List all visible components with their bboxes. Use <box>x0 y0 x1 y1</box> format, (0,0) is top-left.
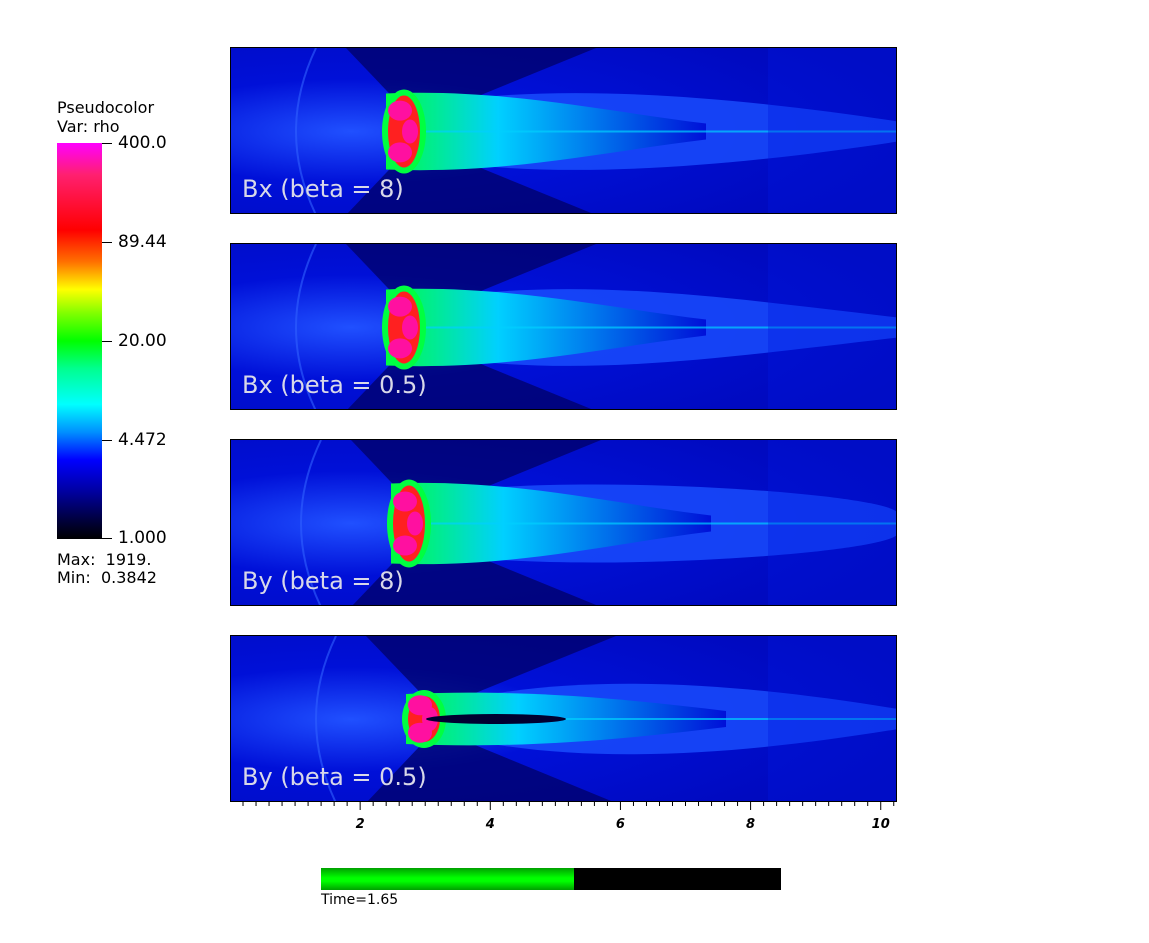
time-progress-fill <box>321 868 574 890</box>
boundary-region <box>768 636 896 801</box>
jet-head-core <box>407 511 423 536</box>
time-label: Time=1.65 <box>321 892 399 908</box>
colorbar-tick-label: 400.0 <box>118 133 167 153</box>
x-axis-tick-label: 6 <box>616 817 625 832</box>
legend-plot-type: Pseudocolor <box>57 98 155 117</box>
colorbar-tick-label: 4.472 <box>118 430 167 450</box>
jet-head-core <box>388 338 412 359</box>
colorbar-tick <box>102 341 112 342</box>
colorbar-tick-label: 1.000 <box>118 528 167 548</box>
jet-head-core <box>402 315 418 340</box>
jet-head-core <box>393 491 417 512</box>
jet-head-core <box>388 100 412 121</box>
x-axis-tick-label: 4 <box>485 817 495 832</box>
legend-min: Min: 0.3842 <box>57 568 157 587</box>
legend-variable: Var: rho <box>57 117 120 136</box>
colorbar-tick-label: 20.00 <box>118 331 167 351</box>
colorbar-tick-label: 89.44 <box>118 232 167 252</box>
colorbar-tick <box>102 143 112 144</box>
jet-head-core <box>393 535 417 556</box>
colorbar-tick <box>102 440 112 441</box>
panel-label: Bx (beta = 0.5) <box>242 371 427 399</box>
density-field <box>231 636 896 801</box>
legend-max: Max: 1919. <box>57 550 152 569</box>
legend-title: Pseudocolor Var: rho <box>57 98 154 136</box>
boundary-region <box>768 244 896 409</box>
bow-shock <box>295 244 317 409</box>
x-axis-tick-label: 10 <box>872 817 890 832</box>
x-axis-tick-label: 2 <box>356 817 365 832</box>
inner-channel <box>426 714 566 724</box>
x-axis: 2 4 6 8 10 <box>230 801 897 832</box>
boundary-region <box>768 48 896 213</box>
panel-label: Bx (beta = 8) <box>242 175 404 203</box>
jet-head-core <box>388 142 412 163</box>
panel-label: By (beta = 0.5) <box>242 763 427 791</box>
density-field <box>231 244 896 409</box>
colorbar-tick <box>102 242 112 243</box>
plot-panel-1: Bx (beta = 8) <box>230 47 897 214</box>
density-field <box>231 48 896 213</box>
time-progress-bar <box>321 868 781 890</box>
jet-head-core <box>402 119 418 144</box>
bow-shock <box>295 48 317 213</box>
jet-head-core <box>388 296 412 317</box>
plot-panel-3: By (beta = 8) <box>230 439 897 606</box>
bow-shock <box>300 440 322 605</box>
x-axis-tick-label: 8 <box>746 817 755 832</box>
plot-panel-4: By (beta = 0.5) <box>230 635 897 802</box>
plot-panel-2: Bx (beta = 0.5) <box>230 243 897 410</box>
density-field <box>231 440 896 605</box>
panel-label: By (beta = 8) <box>242 567 404 595</box>
colorbar-tick <box>102 538 112 539</box>
bow-shock <box>315 636 337 801</box>
boundary-region <box>768 440 896 605</box>
colorbar <box>57 143 102 539</box>
